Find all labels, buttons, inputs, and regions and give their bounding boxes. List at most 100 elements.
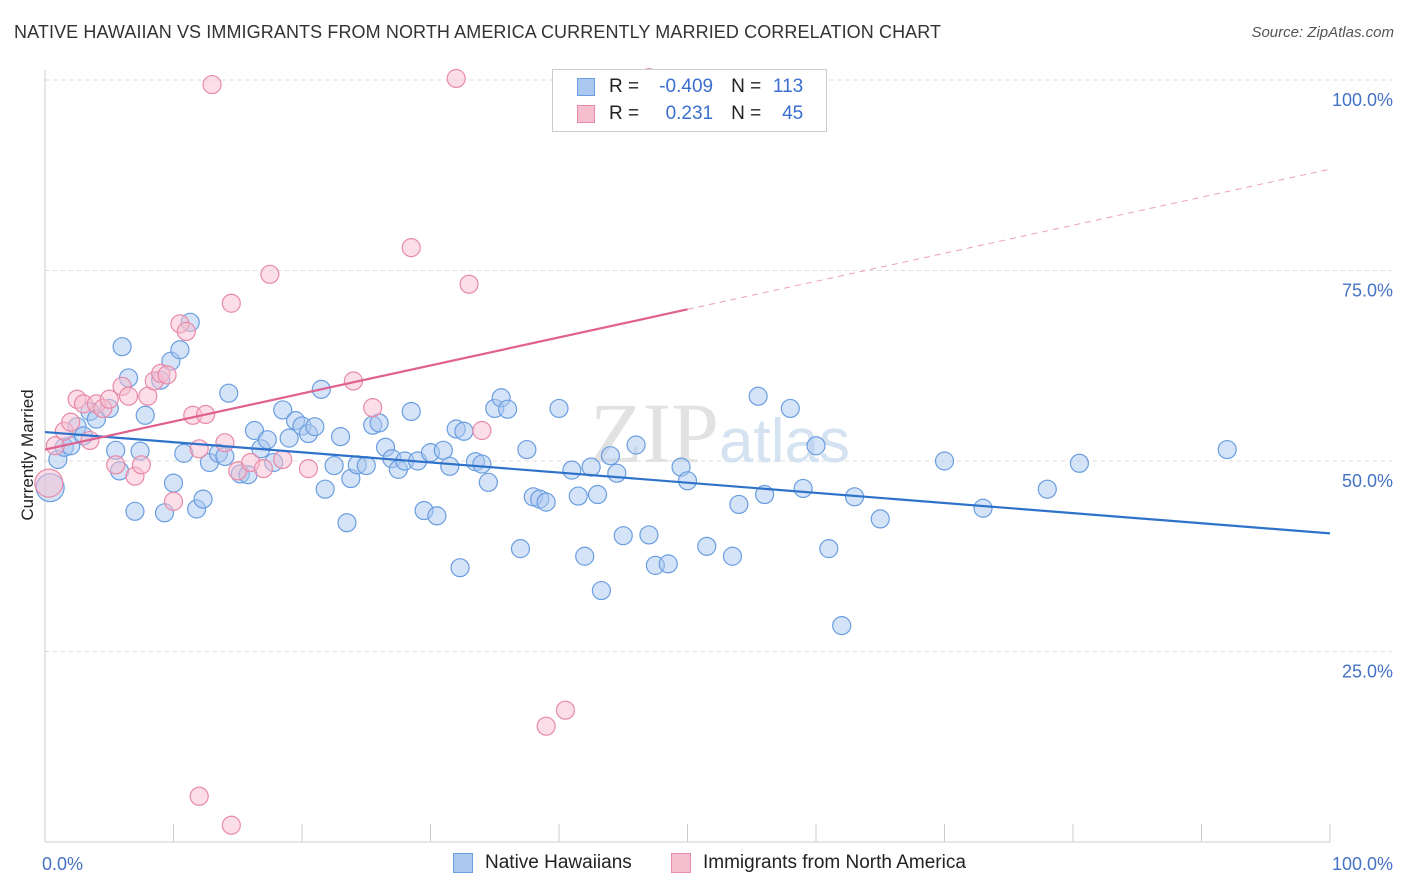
point-immigrant — [34, 468, 64, 498]
legend-label: Native Hawaiians — [485, 852, 632, 873]
point-native-hawaiian — [273, 400, 293, 420]
point-immigrant — [459, 274, 479, 294]
legend-r-label: R = — [609, 103, 640, 124]
trend-line-immigrants-extension — [687, 168, 1331, 310]
point-immigrant — [189, 786, 209, 806]
point-native-hawaiian — [330, 427, 351, 447]
point-immigrant — [157, 365, 177, 385]
legend-r-label: R = — [609, 76, 640, 97]
point-immigrant — [189, 439, 209, 459]
y-tick-label: 75.0% — [1342, 281, 1393, 301]
point-immigrant — [131, 455, 151, 475]
tick-labels: 25.0% 50.0% 75.0% 100.0% 0.0% 100.0% — [42, 90, 1393, 874]
point-native-hawaiian — [600, 446, 621, 466]
trend-line-native-hawaiians — [44, 430, 1331, 535]
point-immigrant — [555, 700, 576, 720]
point-native-hawaiian — [780, 398, 800, 419]
watermark: ZIPatlas — [590, 385, 850, 481]
trend-lines — [44, 168, 1331, 535]
point-native-hawaiian — [549, 398, 569, 419]
point-native-hawaiian — [575, 546, 595, 566]
point-native-hawaiian — [193, 489, 213, 509]
point-native-hawaiian — [112, 337, 132, 357]
point-native-hawaiian — [401, 401, 421, 422]
series-legend: Native Hawaiians Immigrants from North A… — [0, 852, 1406, 876]
point-native-hawaiian — [626, 435, 646, 455]
point-native-hawaiian — [427, 506, 447, 526]
point-native-hawaiian — [613, 526, 633, 546]
point-native-hawaiian — [722, 546, 743, 566]
point-immigrant — [446, 68, 466, 89]
legend-label: Immigrants from North America — [703, 852, 966, 873]
point-immigrant — [118, 386, 139, 406]
point-native-hawaiian — [607, 463, 627, 483]
x-tick-label: 0.0% — [42, 854, 83, 874]
point-immigrant — [163, 491, 184, 511]
point-native-hawaiian — [806, 436, 826, 456]
legend-row-native-hawaiians: R = -0.409 N = 113 — [577, 75, 803, 99]
legend-swatch-blue — [577, 78, 595, 96]
y-tick-label: 50.0% — [1342, 471, 1393, 491]
legend-r-value: -0.409 — [659, 76, 714, 97]
data-points — [34, 68, 1237, 835]
point-immigrant — [273, 449, 293, 470]
x-tick-label: 100.0% — [1332, 854, 1393, 874]
legend-n-value: 45 — [782, 103, 804, 124]
point-immigrant — [472, 420, 492, 441]
point-native-hawaiian — [510, 539, 531, 559]
point-immigrant — [99, 389, 119, 409]
point-native-hawaiian — [1037, 479, 1057, 499]
point-native-hawaiian — [163, 473, 184, 493]
point-native-hawaiian — [356, 455, 376, 476]
legend-item-native-hawaiians[interactable]: Native Hawaiians — [453, 852, 632, 874]
point-native-hawaiian — [337, 513, 357, 533]
point-native-hawaiian — [1217, 439, 1237, 460]
legend-n-value: 113 — [772, 76, 804, 97]
axes — [44, 70, 1331, 843]
trend-line-immigrants — [44, 308, 688, 451]
point-native-hawaiian — [819, 539, 839, 559]
point-native-hawaiian — [832, 615, 852, 636]
point-immigrant — [176, 321, 196, 342]
point-immigrant — [536, 716, 556, 736]
legend-swatch-pink — [577, 105, 595, 123]
point-native-hawaiian — [1069, 453, 1090, 473]
point-native-hawaiian — [562, 460, 582, 480]
point-native-hawaiian — [305, 417, 325, 437]
point-native-hawaiian — [697, 536, 717, 556]
stats-legend: R = -0.409 N = 113 R = 0.231 N = 45 — [552, 69, 827, 132]
point-native-hawaiian — [315, 479, 335, 499]
point-immigrant — [253, 459, 274, 479]
point-immigrant — [298, 459, 319, 479]
point-native-hawaiian — [170, 340, 190, 360]
grid-lines — [45, 79, 1392, 652]
point-native-hawaiian — [517, 439, 537, 460]
legend-swatch-blue — [453, 853, 473, 873]
y-tick-label: 100.0% — [1332, 90, 1393, 110]
point-native-hawaiian — [433, 440, 453, 460]
point-native-hawaiian — [125, 501, 145, 521]
legend-n-label: N = — [731, 76, 762, 97]
legend-row-immigrants: R = 0.231 N = 45 — [577, 102, 803, 126]
point-native-hawaiian — [135, 405, 155, 425]
point-immigrant — [260, 264, 280, 284]
point-native-hawaiian — [587, 484, 608, 505]
point-native-hawaiian — [454, 421, 474, 441]
point-native-hawaiian — [581, 457, 601, 477]
legend-item-immigrants[interactable]: Immigrants from North America — [671, 852, 966, 874]
point-native-hawaiian — [279, 428, 299, 448]
point-native-hawaiian — [219, 383, 239, 403]
point-immigrant — [202, 74, 222, 95]
legend-swatch-pink — [671, 853, 691, 873]
source-label: Source: ZipAtlas.com — [1251, 24, 1394, 41]
point-native-hawaiian — [793, 478, 813, 499]
point-immigrant — [401, 238, 421, 258]
point-native-hawaiian — [324, 455, 344, 476]
point-native-hawaiian — [440, 456, 460, 476]
point-immigrant — [215, 433, 235, 453]
point-native-hawaiian — [472, 454, 492, 474]
point-immigrant — [363, 398, 383, 418]
point-native-hawaiian — [870, 509, 890, 529]
point-native-hawaiian — [450, 558, 470, 578]
